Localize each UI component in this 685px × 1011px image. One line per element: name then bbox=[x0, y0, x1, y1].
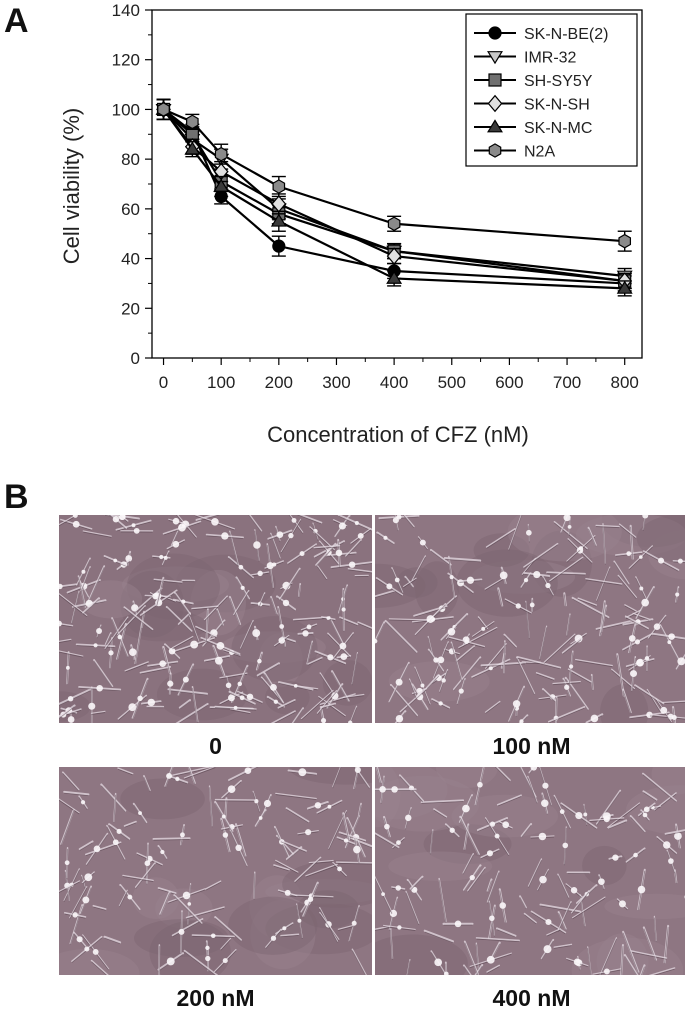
panel-letter-b: B bbox=[4, 480, 29, 514]
y-tick-label: 100 bbox=[112, 100, 140, 119]
data-point bbox=[187, 115, 198, 128]
x-tick-label: 200 bbox=[265, 373, 293, 392]
micrograph-cells bbox=[375, 767, 685, 975]
x-tick-label: 700 bbox=[553, 373, 581, 392]
micrograph-cells bbox=[59, 515, 372, 723]
y-tick-label: 140 bbox=[112, 1, 140, 20]
y-tick-label: 0 bbox=[131, 349, 140, 368]
micrograph-100nm bbox=[375, 515, 685, 723]
data-point bbox=[158, 103, 169, 116]
x-tick-label: 500 bbox=[438, 373, 466, 392]
legend-label: SK-N-SH bbox=[524, 97, 590, 114]
legend-marker bbox=[489, 74, 501, 86]
x-tick-label: 400 bbox=[380, 373, 408, 392]
data-point bbox=[273, 240, 285, 252]
x-tick-label: 0 bbox=[159, 373, 168, 392]
data-point bbox=[619, 235, 630, 248]
legend-label: IMR-32 bbox=[524, 50, 577, 67]
x-tick-label: 600 bbox=[495, 373, 523, 392]
chart-legend: SK-N-BE(2) IMR-32 SH-SY5Y SK-N-SH SK-N-MC N2A bbox=[466, 14, 637, 166]
y-tick-label: 120 bbox=[112, 51, 140, 70]
micrograph-0 bbox=[59, 515, 372, 723]
data-point bbox=[215, 148, 226, 161]
legend-marker bbox=[489, 27, 501, 39]
legend-marker bbox=[489, 144, 500, 157]
viability-chart: 0 20 40 60 80 100 120 140 0 100 200 300 400 500 600 700… bbox=[0, 0, 685, 470]
legend-label: SK-N-MC bbox=[524, 120, 592, 137]
micrograph-label-200nm: 200 nM bbox=[59, 987, 372, 1010]
y-tick-label: 80 bbox=[121, 150, 140, 169]
micrograph-label-100nm: 100 nM bbox=[375, 735, 685, 758]
micrograph-200nm bbox=[59, 767, 372, 975]
y-tick-label: 20 bbox=[121, 299, 140, 318]
x-axis-label: Concentration of CFZ (nM) bbox=[267, 422, 529, 447]
micrograph-cells bbox=[375, 515, 685, 723]
x-tick-label: 100 bbox=[207, 373, 235, 392]
micrograph-400nm bbox=[375, 767, 685, 975]
micrograph-label-400nm: 400 nM bbox=[375, 987, 685, 1010]
y-tick-label: 40 bbox=[121, 250, 140, 269]
y-tick-label: 60 bbox=[121, 200, 140, 219]
panel-letter-a: A bbox=[4, 4, 29, 38]
data-point bbox=[388, 217, 399, 230]
y-axis-label: Cell viability (%) bbox=[59, 108, 84, 264]
micrograph-cells bbox=[59, 767, 372, 975]
x-tick-label: 800 bbox=[611, 373, 639, 392]
legend-label: SH-SY5Y bbox=[524, 73, 593, 90]
legend-label: SK-N-BE(2) bbox=[524, 26, 608, 43]
x-tick-label: 300 bbox=[322, 373, 350, 392]
legend-label: N2A bbox=[524, 144, 555, 161]
micrograph-label-0: 0 bbox=[59, 735, 372, 758]
data-point bbox=[273, 180, 284, 193]
